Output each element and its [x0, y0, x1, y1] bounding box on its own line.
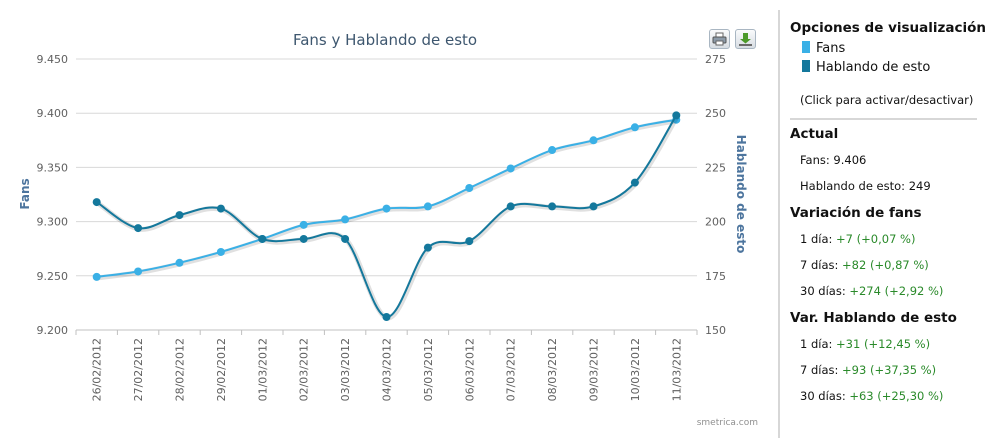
- x-tick-label: 10/03/2012: [629, 338, 642, 401]
- left-tick-label: 9.250: [37, 270, 69, 283]
- data-point: [548, 202, 557, 211]
- data-point: [382, 204, 391, 213]
- data-point: [134, 224, 143, 233]
- data-point: [258, 234, 267, 243]
- data-point: [672, 111, 681, 120]
- right-tick-label: 275: [705, 53, 726, 66]
- legend-label: Hablando de esto: [816, 60, 931, 75]
- data-point: [92, 198, 101, 207]
- series-hablando: [92, 111, 681, 321]
- data-point: [382, 312, 391, 321]
- right-tick-label: 250: [705, 107, 726, 120]
- print-button[interactable]: [709, 29, 730, 49]
- x-tick-label: 09/03/2012: [588, 338, 601, 401]
- legend-swatch: [802, 60, 810, 72]
- left-axis-label: Fans: [18, 178, 32, 209]
- x-tick-label: 03/03/2012: [339, 338, 352, 401]
- data-point: [630, 178, 639, 187]
- data-point: [299, 234, 308, 243]
- fans-var-30d: 30 días: +274 (+2,92 %): [800, 284, 944, 298]
- left-tick-label: 9.400: [37, 107, 69, 120]
- side-panel: Opciones de visualización Fans Hablando …: [778, 10, 1003, 438]
- data-point: [589, 136, 598, 145]
- data-point: [175, 211, 184, 220]
- legend-item-talking[interactable]: Hablando de esto: [802, 60, 930, 75]
- data-point: [92, 272, 101, 281]
- export-button[interactable]: [735, 29, 756, 49]
- right-tick-label: 200: [705, 216, 726, 229]
- data-point: [506, 164, 515, 173]
- data-point: [506, 202, 515, 211]
- legend-swatch: [802, 41, 810, 53]
- actual-title: Actual: [790, 126, 839, 142]
- left-tick-label: 9.200: [37, 324, 69, 337]
- data-point: [423, 202, 432, 211]
- fans-variation-title: Variación de fans: [790, 205, 922, 221]
- actual-fans: Fans: 9.406: [800, 153, 867, 167]
- x-tick-label: 01/03/2012: [256, 338, 269, 401]
- data-point: [341, 215, 350, 224]
- data-point: [175, 258, 184, 267]
- left-tick-label: 9.300: [37, 216, 69, 229]
- data-point: [134, 267, 143, 276]
- talk-var-7d: 7 días: +93 (+37,35 %): [800, 363, 937, 377]
- fans-var-1d: 1 día: +7 (+0,07 %): [800, 232, 916, 246]
- x-tick-label: 26/02/2012: [91, 338, 104, 401]
- series-shadow: [96, 115, 680, 321]
- talk-variation-title: Var. Hablando de esto: [790, 310, 957, 326]
- left-tick-label: 9.350: [37, 161, 69, 174]
- talk-var-1d: 1 día: +31 (+12,45 %): [800, 337, 931, 351]
- toggle-hint: (Click para activar/desactivar): [800, 93, 974, 107]
- x-tick-label: 27/02/2012: [132, 338, 145, 401]
- data-point: [341, 234, 350, 243]
- data-point: [465, 183, 474, 192]
- data-point: [465, 237, 474, 246]
- data-point: [216, 247, 225, 256]
- data-point: [299, 220, 308, 229]
- right-tick-label: 150: [705, 324, 726, 337]
- x-tick-label: 04/03/2012: [381, 338, 394, 401]
- options-title: Opciones de visualización: [790, 20, 986, 36]
- printer-icon: [712, 32, 727, 46]
- chart-credit: smetrica.com: [697, 418, 758, 428]
- series-shadow: [97, 118, 678, 281]
- fans-var-7d: 7 días: +82 (+0,87 %): [800, 258, 929, 272]
- divider: [790, 118, 977, 120]
- series-fans: [92, 115, 681, 281]
- x-tick-label: 28/02/2012: [174, 338, 187, 401]
- right-tick-label: 225: [705, 161, 726, 174]
- data-point: [630, 123, 639, 132]
- x-tick-label: 29/02/2012: [215, 338, 228, 401]
- legend-label: Fans: [816, 41, 846, 56]
- x-tick-label: 02/03/2012: [298, 338, 311, 401]
- chart-title: Fans y Hablando de esto: [293, 31, 477, 49]
- data-point: [548, 146, 557, 155]
- data-point: [216, 204, 225, 213]
- talk-var-30d: 30 días: +63 (+25,30 %): [800, 389, 944, 403]
- data-point: [589, 202, 598, 211]
- line-chart: Fans y Hablando de esto 9.200 9.250 9.300 9…: [18, 31, 758, 428]
- right-axis-label: Hablando de esto: [734, 135, 748, 254]
- x-tick-label: 07/03/2012: [505, 338, 518, 401]
- x-tick-label: 11/03/2012: [670, 338, 683, 401]
- x-tick-label: 05/03/2012: [422, 338, 435, 401]
- right-tick-label: 175: [705, 270, 726, 283]
- left-tick-label: 9.450: [37, 53, 69, 66]
- x-tick-label: 06/03/2012: [463, 338, 476, 401]
- x-tick-label: 08/03/2012: [546, 338, 559, 401]
- actual-talking: Hablando de esto: 249: [800, 179, 931, 193]
- legend-item-fans[interactable]: Fans: [802, 41, 845, 56]
- data-point: [423, 243, 432, 252]
- download-icon: [739, 33, 752, 46]
